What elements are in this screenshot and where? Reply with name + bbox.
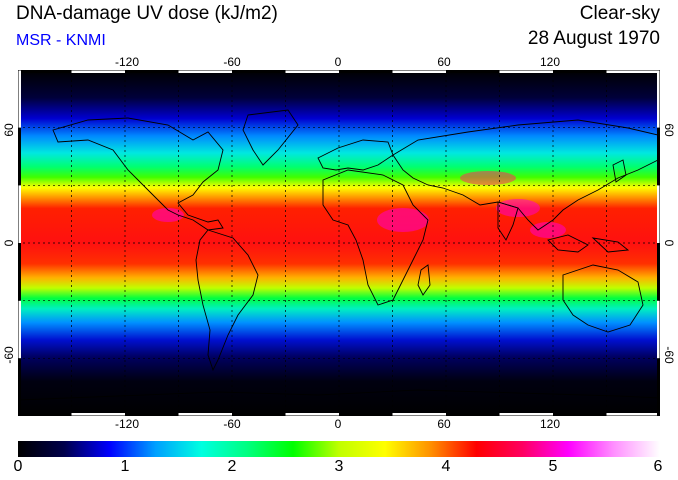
lon-tick-bottom: 60 — [437, 417, 451, 431]
date-label: 28 August 1970 — [527, 28, 660, 49]
colorbar-tick: 2 — [227, 458, 237, 475]
uv-dose-map — [18, 70, 660, 416]
lat-tick-right: 60 — [662, 123, 676, 137]
lon-tick-top: -60 — [223, 55, 241, 69]
colorbar-tick: 4 — [441, 458, 451, 475]
lat-tick-right: -60 — [662, 346, 676, 364]
coastlines — [18, 109, 660, 401]
colorbar-tick: 1 — [120, 458, 130, 475]
graticule — [18, 70, 660, 416]
colorbar — [18, 441, 660, 457]
lon-tick-bottom: 120 — [539, 417, 561, 431]
lon-tick-top: 60 — [437, 55, 451, 69]
lat-tick-left: 0 — [2, 239, 16, 247]
lon-tick-bottom: -120 — [114, 417, 140, 431]
lon-tick-bottom: 0 — [334, 417, 342, 431]
lon-tick-top: 120 — [539, 55, 561, 69]
map-frame-border — [18, 70, 660, 416]
map-title: DNA-damage UV dose (kJ/m2) — [16, 3, 278, 24]
source-label: MSR - KNMI — [16, 32, 106, 49]
colorbar-tick: 6 — [653, 458, 663, 475]
colorbar-tick: 0 — [13, 458, 23, 475]
colorbar-tick: 3 — [334, 458, 344, 475]
lon-tick-top: 0 — [334, 55, 342, 69]
sky-condition-label: Clear-sky — [579, 3, 660, 24]
colorbar-tick: 5 — [548, 458, 558, 475]
lat-tick-right: 0 — [662, 239, 676, 247]
uv-hotspots — [152, 171, 566, 238]
lon-tick-top: -120 — [114, 55, 140, 69]
lat-tick-left: -60 — [2, 346, 16, 364]
lon-tick-bottom: -60 — [223, 417, 241, 431]
lat-tick-left: 60 — [2, 123, 16, 137]
